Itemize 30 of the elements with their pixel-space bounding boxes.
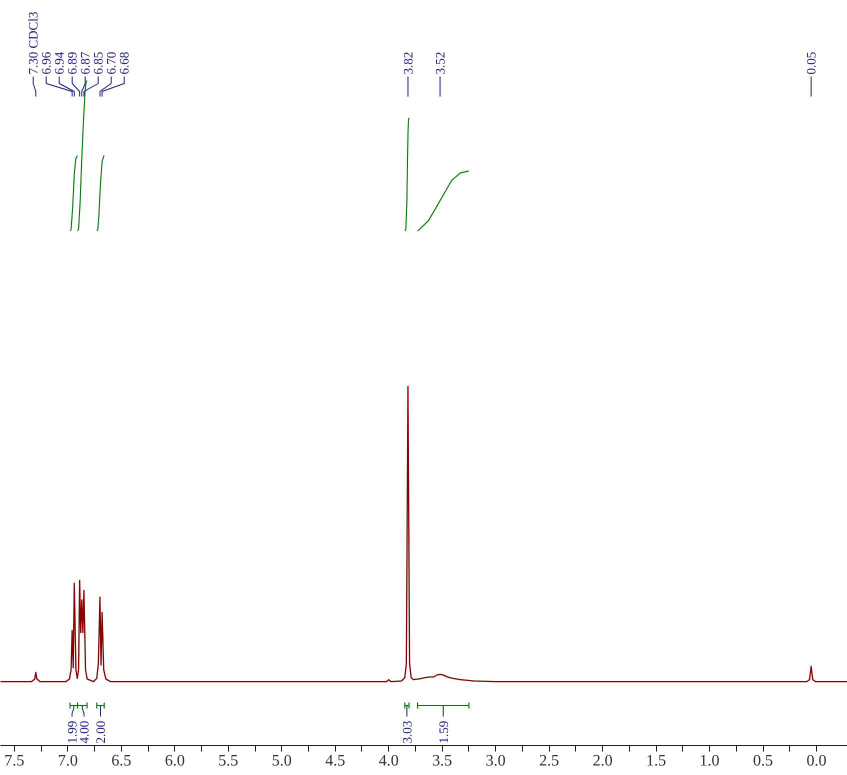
x-tick-label: 2.5 — [539, 752, 560, 770]
annotation: 3.03 — [399, 720, 414, 744]
x-tick-label: 2.0 — [592, 752, 613, 770]
x-tick-label: 6.5 — [111, 752, 132, 770]
x-tick-label: 4.5 — [325, 752, 346, 770]
annotation: 6.70 — [104, 52, 119, 74]
x-tick-label: 7.0 — [58, 752, 78, 770]
annotation: 6.94 — [52, 51, 67, 74]
annotation: 6.68 — [116, 52, 132, 74]
annotation: 6.89 — [64, 52, 80, 74]
x-tick-label: 0.0 — [806, 752, 826, 770]
x-tick-label: 1.0 — [700, 752, 720, 770]
x-tick-label: 1.5 — [646, 752, 666, 770]
annotation: 2.00 — [92, 720, 108, 744]
x-tick-label: 5.0 — [272, 752, 292, 770]
annotation: 6.87 — [78, 51, 93, 74]
x-tick-label: 6.0 — [164, 752, 185, 770]
annotation: 7.30 CDCl3 — [26, 12, 41, 74]
annotation: 3.82 — [400, 52, 416, 74]
annotation: 3.52 — [432, 52, 448, 74]
x-tick-label: 3.5 — [432, 752, 452, 770]
annotation: 0.05 — [804, 52, 819, 74]
annotation: 1.59 — [436, 720, 451, 744]
x-tick-label: 4.0 — [378, 752, 399, 770]
x-tick-label: 7.5 — [4, 752, 24, 770]
annotation: 6.96 — [38, 51, 54, 74]
x-tick-label: 0.5 — [753, 752, 774, 770]
annotation: 6.85 — [90, 52, 106, 74]
x-tick-label: 3.0 — [486, 752, 506, 770]
x-tick-label: 5.5 — [218, 752, 238, 770]
